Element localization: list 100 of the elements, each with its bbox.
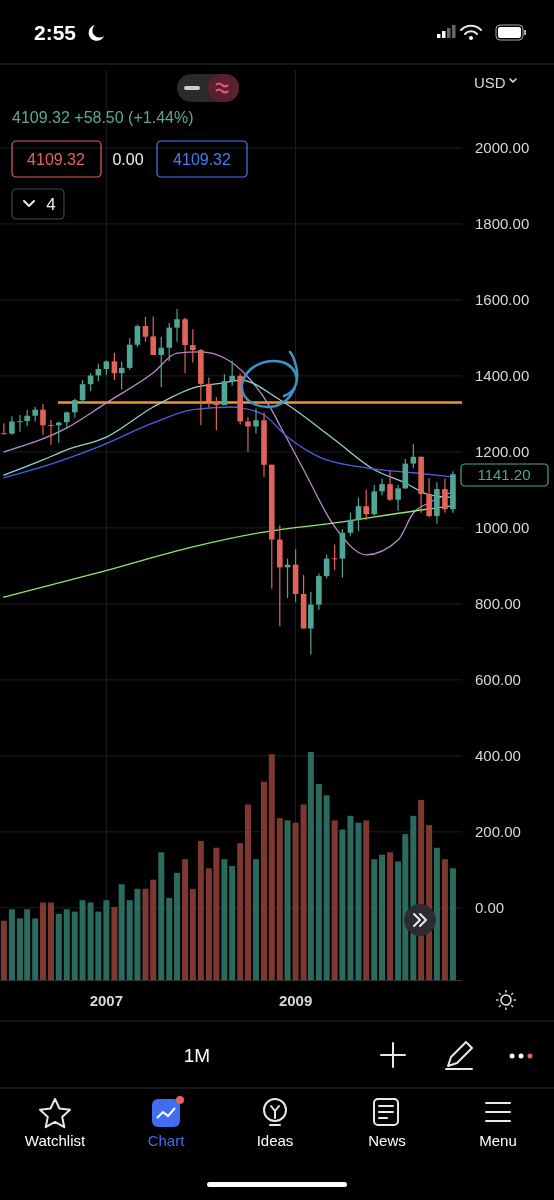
bar bbox=[261, 781, 267, 980]
bar bbox=[55, 913, 62, 980]
bar bbox=[276, 818, 283, 980]
bar bbox=[118, 884, 125, 980]
y-tick-label: 400.00 bbox=[475, 747, 521, 765]
bar bbox=[0, 920, 7, 980]
candlestick bbox=[166, 322, 173, 362]
annotation: 0.00 bbox=[112, 151, 144, 168]
bar bbox=[449, 868, 456, 980]
bar bbox=[363, 820, 370, 980]
bar bbox=[142, 888, 149, 980]
bar bbox=[39, 902, 46, 980]
y-tick-label: 1800.00 bbox=[475, 215, 530, 233]
bar bbox=[237, 843, 244, 980]
candlestick bbox=[9, 415, 15, 436]
bar bbox=[47, 902, 54, 980]
text: 1M bbox=[183, 1045, 211, 1066]
y-tick-label: 0.00 bbox=[475, 899, 505, 917]
bar bbox=[63, 909, 70, 980]
bar bbox=[387, 852, 394, 980]
y-tick-label: 1600.00 bbox=[475, 291, 530, 309]
bar bbox=[103, 900, 110, 980]
bar bbox=[300, 804, 307, 980]
y-tick-label: 1400.00 bbox=[475, 367, 530, 385]
candlestick bbox=[253, 407, 259, 435]
bar bbox=[8, 909, 15, 980]
candlestick bbox=[190, 328, 196, 364]
bar bbox=[323, 795, 330, 980]
bar bbox=[32, 918, 39, 980]
text: Watchlist bbox=[24, 1132, 86, 1149]
bar bbox=[71, 911, 78, 980]
candlestick bbox=[355, 496, 362, 532]
candlestick bbox=[371, 484, 378, 518]
bar bbox=[284, 820, 291, 980]
candlestick bbox=[48, 419, 54, 446]
candlestick bbox=[150, 315, 157, 356]
candlestick bbox=[426, 477, 432, 518]
candlestick bbox=[363, 488, 370, 521]
candlestick bbox=[134, 323, 141, 348]
text: Menu bbox=[479, 1132, 517, 1149]
text: Ideas bbox=[256, 1132, 294, 1149]
candlestick bbox=[79, 379, 86, 405]
bar bbox=[315, 783, 322, 980]
bar bbox=[174, 872, 181, 980]
bar bbox=[197, 840, 204, 980]
bar bbox=[268, 754, 275, 980]
candlestick bbox=[174, 308, 180, 343]
x-tick-label: 2007 bbox=[89, 992, 124, 1009]
bar bbox=[347, 815, 354, 980]
candlestick bbox=[347, 512, 354, 537]
candlestick bbox=[206, 376, 212, 408]
bar bbox=[252, 859, 259, 980]
candlestick bbox=[442, 477, 448, 514]
annotation: 4 bbox=[46, 195, 56, 214]
candlestick bbox=[410, 443, 417, 469]
bar bbox=[229, 866, 236, 980]
y-tick-label: 2000.00 bbox=[475, 139, 530, 157]
bar bbox=[441, 859, 448, 980]
y-tick-label: 1200.00 bbox=[475, 443, 530, 461]
candlestick bbox=[40, 403, 46, 436]
candlestick bbox=[1, 422, 7, 435]
bar bbox=[371, 859, 378, 980]
bar bbox=[111, 907, 118, 980]
bar bbox=[221, 859, 228, 980]
y-tick-label: 600.00 bbox=[475, 671, 521, 689]
text: 1141.20 bbox=[477, 466, 531, 483]
candlestick bbox=[387, 470, 393, 502]
text: USD bbox=[474, 74, 506, 91]
text: News bbox=[368, 1132, 406, 1149]
text: 2:55 bbox=[34, 21, 77, 44]
bar bbox=[150, 879, 157, 980]
bar bbox=[355, 822, 362, 980]
bar bbox=[182, 859, 189, 980]
bar bbox=[158, 852, 165, 980]
candlestick bbox=[379, 477, 385, 496]
bar bbox=[79, 900, 86, 980]
y-tick-label: 800.00 bbox=[475, 595, 521, 613]
candlestick bbox=[395, 484, 401, 512]
x-tick-label: 2009 bbox=[278, 992, 313, 1009]
text: Chart bbox=[147, 1132, 186, 1149]
bar bbox=[166, 897, 173, 980]
bar bbox=[307, 752, 314, 980]
candlestick bbox=[245, 416, 251, 453]
candlestick bbox=[72, 398, 78, 419]
bar bbox=[331, 820, 338, 980]
candlestick bbox=[221, 373, 228, 406]
candlestick bbox=[17, 414, 23, 433]
bar bbox=[292, 822, 299, 980]
bar bbox=[244, 804, 251, 980]
bar bbox=[339, 829, 346, 980]
annotation: 4109.32 bbox=[27, 151, 86, 168]
candlestick bbox=[142, 316, 149, 343]
candlestick bbox=[229, 360, 235, 387]
candlestick bbox=[158, 336, 165, 388]
bar bbox=[189, 888, 196, 980]
candlestick bbox=[111, 352, 118, 381]
annotation: 4109.32 bbox=[173, 151, 232, 168]
bar bbox=[433, 847, 440, 980]
y-tick-label: 200.00 bbox=[475, 823, 521, 841]
candlestick bbox=[308, 591, 314, 655]
